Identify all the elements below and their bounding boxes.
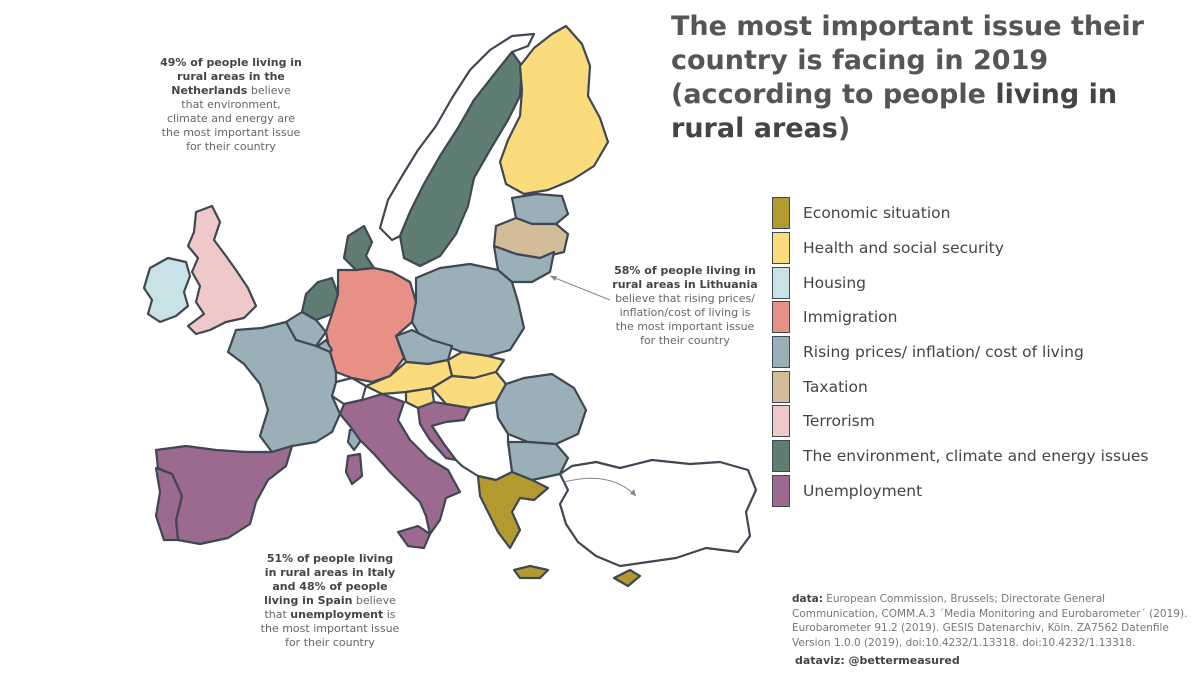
- map-title-end: ): [837, 113, 851, 144]
- legend-item-economic: Economic situation: [772, 196, 1192, 231]
- legend-swatch-terrorism: [772, 405, 790, 438]
- legend-item-environment: The environment, climate and energy issu…: [772, 439, 1192, 474]
- legend-label-environment: The environment, climate and energy issu…: [803, 447, 1149, 466]
- legend-swatch-taxation: [772, 370, 790, 403]
- country-austria: [364, 358, 454, 396]
- country-cyprus: [612, 568, 642, 588]
- country-sardinia: [344, 452, 364, 486]
- country-romania: [494, 372, 588, 446]
- country-portugal: [154, 466, 184, 542]
- annotation-italy-spain-bold1: 51% of people living in rural areas in I…: [264, 552, 396, 607]
- country-ireland: [142, 256, 192, 324]
- map-title-part1: The most important issue their country i…: [671, 11, 1144, 110]
- annotation-italy-spain-mid: believe that: [264, 594, 396, 621]
- annotation-netherlands-bold: 49% of people living in rural areas in t…: [160, 56, 302, 97]
- lithuania-leader-line: [549, 275, 611, 301]
- data-source-text: European Commission, Brussels; Directora…: [792, 593, 1188, 649]
- legend: Economic situation Health and social secu…: [772, 196, 1192, 508]
- annotation-italy-spain: 51% of people living in rural areas in I…: [260, 552, 400, 650]
- annotation-lithuania-text: believe that rising prices/ inflation/co…: [615, 292, 755, 347]
- annotation-netherlands: 49% of people living in rural areas in t…: [160, 56, 302, 154]
- country-sweden: [398, 50, 524, 268]
- legend-swatch-immigration: [772, 301, 790, 334]
- greece-leader-line: [563, 477, 637, 497]
- legend-item-prices: Rising prices/ inflation/ cost of living: [772, 335, 1192, 370]
- data-source-label: data:: [792, 593, 823, 605]
- legend-label-terrorism: Terrorism: [803, 412, 875, 431]
- map-title-bold: living in rural areas: [671, 79, 1118, 144]
- country-italy: [338, 392, 462, 536]
- legend-item-taxation: Taxation: [772, 369, 1192, 404]
- annotation-italy-spain-text: is the most important issue for their co…: [260, 608, 400, 649]
- legend-label-health: Health and social security: [803, 239, 1004, 258]
- legend-label-housing: Housing: [803, 273, 867, 292]
- legend-label-immigration: Immigration: [803, 308, 898, 327]
- legend-swatch-prices: [772, 336, 790, 369]
- legend-item-unemployment: Unemployment: [772, 474, 1192, 509]
- country-crete: [512, 564, 550, 580]
- country-france: [226, 320, 342, 454]
- annotation-lithuania: 58% of people living in rural areas in L…: [610, 264, 760, 348]
- legend-swatch-unemployment: [772, 474, 790, 507]
- annotation-italy-spain-bold2: unemployment: [290, 608, 384, 621]
- annotation-lithuania-bold: 58% of people living in rural areas in L…: [612, 264, 758, 291]
- legend-label-taxation: Taxation: [803, 377, 868, 396]
- country-germany: [324, 266, 418, 384]
- legend-label-prices: Rising prices/ inflation/ cost of living: [803, 343, 1084, 362]
- data-source: data: European Commission, Brussels; Dir…: [792, 592, 1192, 650]
- country-denmark: [342, 224, 376, 272]
- legend-item-health: Health and social security: [772, 231, 1192, 266]
- annotation-netherlands-text: believe that environment, climate and en…: [161, 84, 301, 153]
- legend-item-immigration: Immigration: [772, 300, 1192, 335]
- legend-label-economic: Economic situation: [803, 204, 951, 223]
- country-sicily: [396, 524, 432, 550]
- legend-swatch-health: [772, 232, 790, 265]
- legend-swatch-housing: [772, 266, 790, 299]
- legend-label-unemployment: Unemployment: [803, 481, 923, 500]
- map-title: The most important issue their country i…: [671, 10, 1191, 146]
- dataviz-credit: dataviz: @bettermeasured: [795, 654, 960, 667]
- country-turkey: [558, 458, 758, 568]
- country-greece: [476, 470, 550, 550]
- legend-swatch-environment: [772, 440, 790, 473]
- greece-leader-arrowhead: [630, 489, 636, 496]
- country-finland: [498, 24, 610, 196]
- legend-swatch-economic: [772, 197, 790, 230]
- legend-item-housing: Housing: [772, 265, 1192, 300]
- country-poland: [410, 262, 526, 358]
- lithuania-leader-arrowhead: [550, 276, 557, 281]
- legend-item-terrorism: Terrorism: [772, 404, 1192, 439]
- country-united-kingdom: [186, 204, 258, 336]
